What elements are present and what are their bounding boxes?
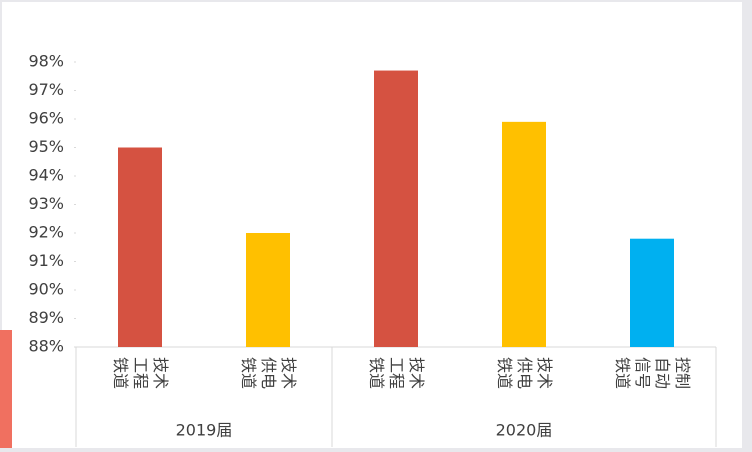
y-tick-label: 95%	[28, 137, 64, 156]
y-tick-label: 92%	[28, 223, 64, 242]
y-tick-label: 91%	[28, 251, 64, 270]
x-tick-label: 铁道工程技术	[111, 357, 170, 390]
y-tick-label: 96%	[28, 109, 64, 128]
y-tick-label: 88%	[28, 337, 64, 356]
x-tick-label: 铁道工程技术	[367, 357, 426, 390]
x-tick-label: 铁道供电技术	[239, 357, 298, 390]
y-tick-label: 97%	[28, 80, 64, 99]
bar	[630, 238, 674, 347]
group-label: 2019届	[176, 421, 233, 440]
bar	[502, 121, 546, 347]
x-tick-label: 铁道供电技术	[495, 357, 554, 390]
y-tick-label: 98%	[28, 52, 64, 71]
bar	[374, 70, 418, 348]
y-tick-label: 90%	[28, 280, 64, 299]
y-tick-label: 89%	[28, 308, 64, 327]
x-tick-label: 铁道信号自动控制	[613, 357, 692, 390]
group-label: 2020届	[496, 421, 553, 440]
side-accent	[0, 330, 12, 448]
bar	[118, 147, 162, 347]
bar	[246, 233, 290, 347]
y-tick-label: 93%	[28, 194, 64, 213]
y-tick-label: 94%	[28, 166, 64, 185]
